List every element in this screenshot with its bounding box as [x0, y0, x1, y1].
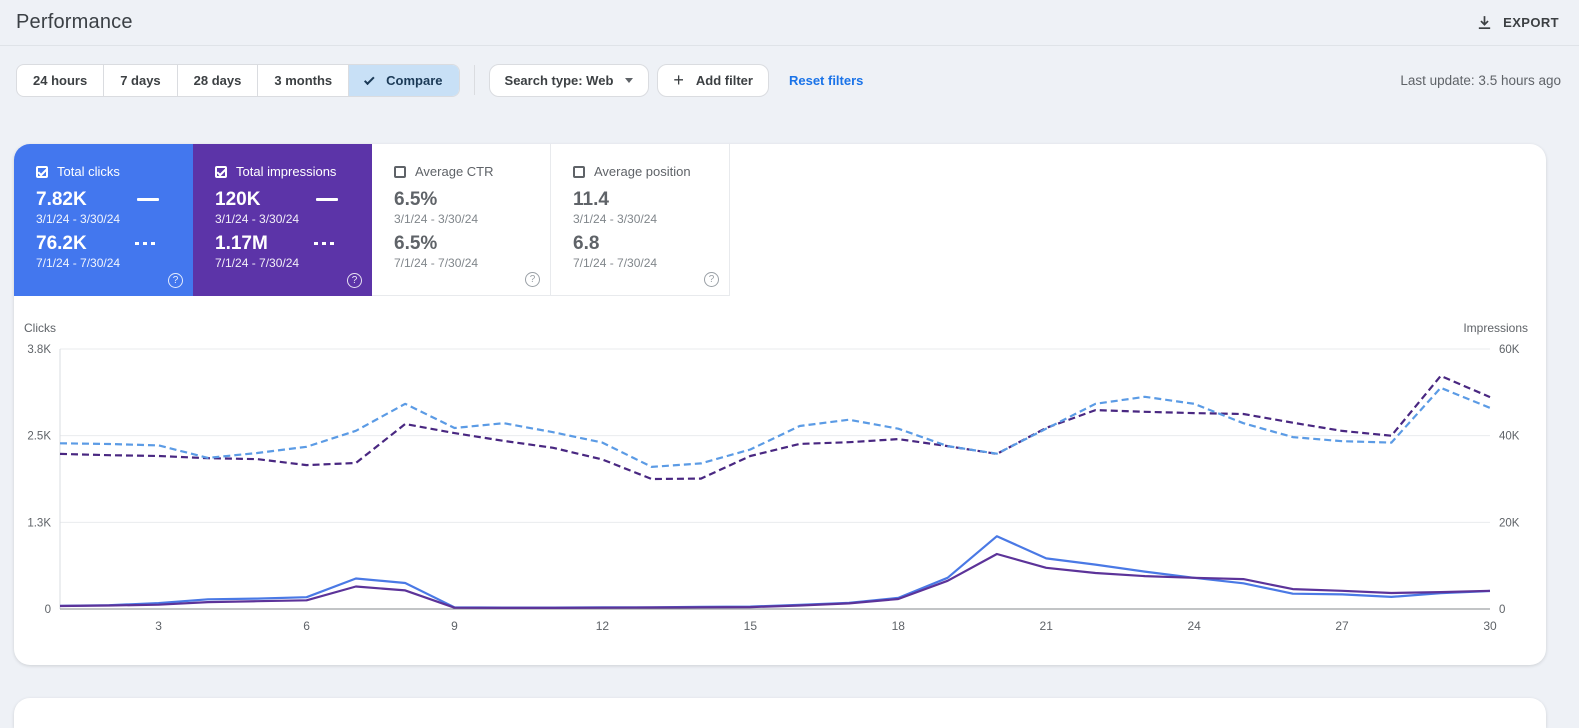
series-line	[59, 374, 1491, 481]
last-update-text: Last update: 3.5 hours ago	[1400, 72, 1561, 88]
help-icon[interactable]: ?	[168, 273, 183, 288]
search-type-dropdown[interactable]: Search type: Web	[488, 63, 650, 97]
chip-28-days[interactable]: 28 days	[178, 64, 259, 96]
next-section-card	[14, 698, 1546, 728]
header-divider	[0, 45, 1579, 46]
checkbox-unchecked-icon[interactable]	[573, 165, 585, 178]
metric-value-range2: 76.2K	[36, 233, 87, 254]
right-axis-tick-label: 60K	[1499, 344, 1520, 356]
reset-filters-link[interactable]: Reset filters	[788, 72, 864, 88]
metric-card-total-impressions[interactable]: Total impressions 120K 3/1/24 - 3/30/24 …	[193, 144, 372, 296]
metric-value-range2: 1.17M	[215, 233, 268, 254]
add-filter-label: Add filter	[695, 72, 753, 88]
chip-7-days[interactable]: 7 days	[104, 64, 178, 96]
metric-range1: 3/1/24 - 3/30/24	[215, 212, 300, 226]
add-filter-button[interactable]: + Add filter	[657, 63, 769, 97]
download-icon	[1476, 14, 1493, 31]
chevron-down-icon	[625, 77, 634, 83]
metric-range2: 7/1/24 - 7/30/24	[394, 256, 479, 270]
performance-chart[interactable]: Clicks Impressions 0 0 1.3K 20K 2.5K 40K 3.8K 60K…	[14, 296, 1546, 665]
performance-card: Total clicks 7.82K 3/1/24 - 3/30/24 76.2…	[14, 144, 1546, 665]
metric-value-range1: 6.5%	[394, 189, 438, 210]
check-icon	[364, 73, 375, 85]
metric-card-average-ctr[interactable]: Average CTR 6.5% 3/1/24 - 3/30/24 6.5% 7…	[372, 144, 551, 296]
metric-value-range1: 11.4	[573, 189, 609, 210]
x-axis-tick-label: 12	[596, 619, 610, 633]
metric-label: Total impressions	[236, 164, 337, 179]
metric-range2: 7/1/24 - 7/30/24	[215, 256, 300, 270]
metric-range2: 7/1/24 - 7/30/24	[36, 256, 121, 270]
metric-value-range1: 7.82K	[36, 189, 87, 210]
x-axis-tick-label: 24	[1187, 619, 1201, 633]
metric-label: Average position	[594, 164, 691, 179]
metric-label: Total clicks	[57, 164, 120, 179]
left-axis-tick-label: 1.3K	[27, 517, 51, 529]
vertical-divider	[473, 65, 475, 95]
metric-value-range2: 6.5%	[394, 233, 438, 254]
help-icon[interactable]: ?	[525, 272, 540, 287]
left-axis-title: Clicks	[24, 321, 56, 335]
metric-tiles-row: Total clicks 7.82K 3/1/24 - 3/30/24 76.2…	[14, 144, 1546, 296]
series-line	[59, 535, 1491, 609]
page-root: { "header": { "title": "Performance", "e…	[0, 0, 1579, 701]
x-axis-tick-label: 21	[1040, 619, 1054, 633]
left-axis-tick-label: 3.8K	[27, 344, 51, 356]
chip-24-hours[interactable]: 24 hours	[17, 64, 105, 96]
chart-canvas[interactable]: Clicks Impressions 0 0 1.3K 20K 2.5K 40K 3.8K 60K…	[14, 316, 1546, 646]
x-axis-tick-label: 9	[451, 619, 458, 633]
solid-line-indicator-icon	[316, 198, 338, 201]
metric-card-total-clicks[interactable]: Total clicks 7.82K 3/1/24 - 3/30/24 76.2…	[14, 144, 193, 296]
date-range-chip-group: 24 hours 7 days 28 days 3 months Compare	[16, 63, 460, 97]
left-axis-tick-label: 0	[45, 604, 51, 616]
dashed-line-indicator-icon	[314, 242, 338, 245]
solid-line-indicator-icon	[137, 198, 159, 201]
metric-label: Average CTR	[415, 164, 494, 179]
series-line	[59, 552, 1491, 609]
metric-value-range1: 120K	[215, 189, 261, 210]
chip-3-months[interactable]: 3 months	[258, 64, 350, 96]
checkbox-unchecked-icon[interactable]	[394, 165, 406, 178]
metric-range1: 3/1/24 - 3/30/24	[394, 212, 479, 226]
x-axis-tick-label: 30	[1483, 619, 1497, 633]
x-axis-tick-label: 18	[892, 619, 906, 633]
right-axis-tick-label: 40K	[1499, 431, 1520, 443]
x-axis-tick-label: 27	[1335, 619, 1349, 633]
left-axis-tick-label: 2.5K	[27, 431, 51, 443]
search-type-label: Search type: Web	[504, 72, 614, 88]
metric-card-average-position[interactable]: Average position 11.4 3/1/24 - 3/30/24 6…	[551, 144, 730, 296]
metric-range2: 7/1/24 - 7/30/24	[573, 256, 658, 270]
metric-range1: 3/1/24 - 3/30/24	[573, 212, 658, 226]
checkbox-checked-icon[interactable]	[215, 165, 227, 178]
checkbox-checked-icon[interactable]	[36, 165, 48, 178]
x-axis-tick-label: 3	[155, 619, 162, 633]
right-axis-tick-label: 0	[1499, 604, 1505, 616]
chip-compare[interactable]: Compare	[349, 64, 459, 96]
help-icon[interactable]: ?	[347, 273, 362, 288]
dashed-line-indicator-icon	[135, 242, 159, 245]
plus-icon: +	[673, 70, 684, 90]
page-title: Performance	[16, 11, 133, 33]
export-label: EXPORT	[1503, 15, 1559, 30]
right-axis-title: Impressions	[1463, 321, 1528, 335]
series-line	[59, 386, 1491, 468]
page-header: Performance EXPORT	[0, 0, 1579, 45]
filter-bar: 24 hours 7 days 28 days 3 months Compare…	[16, 63, 1561, 97]
x-axis-tick-label: 15	[744, 619, 758, 633]
compare-label: Compare	[386, 72, 443, 88]
x-axis-tick-label: 6	[303, 619, 310, 633]
metric-range1: 3/1/24 - 3/30/24	[36, 212, 121, 226]
export-button[interactable]: EXPORT	[1476, 14, 1559, 31]
right-axis-tick-label: 20K	[1499, 517, 1520, 529]
help-icon[interactable]: ?	[704, 272, 719, 287]
metric-value-range2: 6.8	[573, 233, 600, 254]
